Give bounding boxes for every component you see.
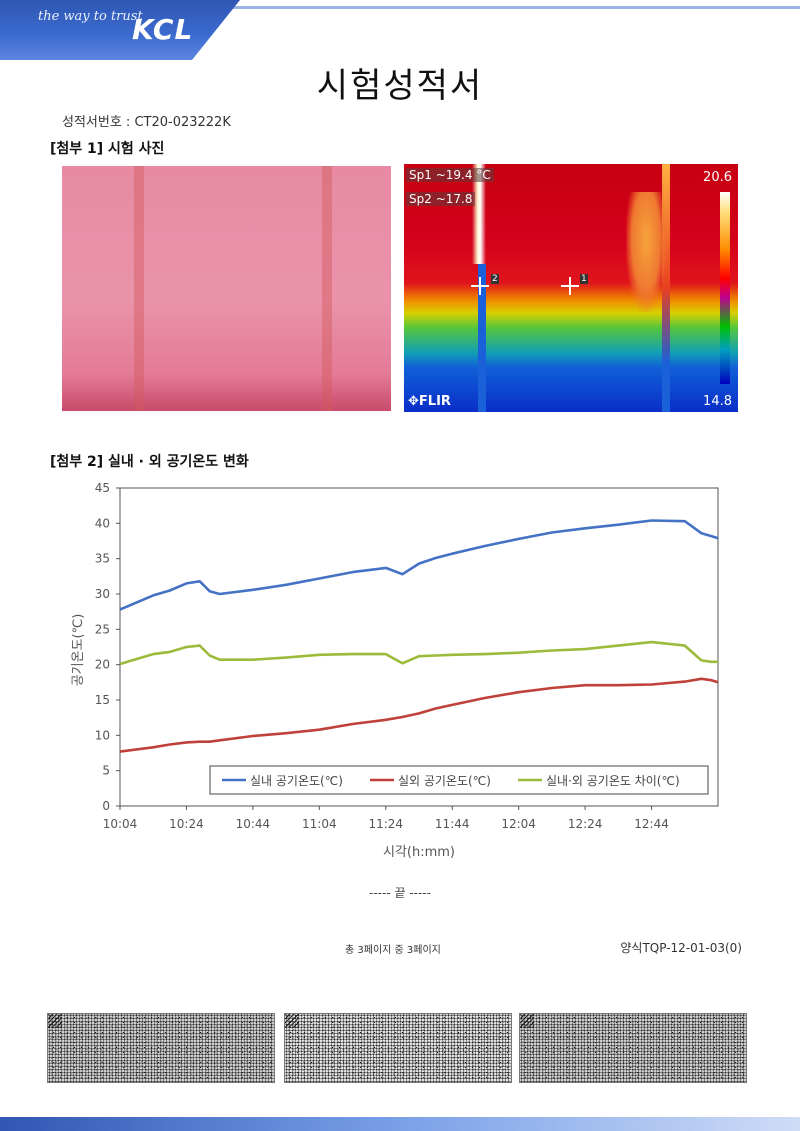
legend-label: 실내 공기온도(℃) xyxy=(250,774,343,788)
kcl-logo: KCL xyxy=(132,13,194,46)
crosshair-marker xyxy=(561,277,579,295)
end-mark: ----- 끝 ----- xyxy=(369,886,431,900)
header-band xyxy=(0,0,240,60)
y-axis: 0 5 10 15 20 25 30 35 40 45 xyxy=(95,481,120,813)
header-rule xyxy=(150,6,800,9)
security-pattern xyxy=(284,1013,512,1083)
unit: °C xyxy=(476,168,491,182)
pattern-corner xyxy=(285,1014,299,1028)
scale-min: 14.8 xyxy=(703,394,732,409)
attachment1-heading: [첨부 1] 시험 사진 xyxy=(50,141,165,157)
y-tick-label: 10 xyxy=(95,728,110,742)
y-tick-label: 25 xyxy=(95,622,110,636)
x-tick-label: 12:04 xyxy=(501,817,536,831)
temperature-scale xyxy=(720,192,730,384)
series-line-3 xyxy=(119,640,718,666)
y-axis-label: 공기온도(℃) xyxy=(71,614,86,687)
slogan: the way to trust xyxy=(38,9,143,24)
marker-2-label: 2 xyxy=(491,274,499,284)
thermal-image: Sp1 ~19.4 °C Sp2 ~17.8 20.6 14.8 ✥FLIR 1… xyxy=(404,164,738,412)
spot2-readout: Sp2 ~17.8 xyxy=(406,192,476,206)
legend-label: 실외 공기온도(℃) xyxy=(398,774,491,788)
form-code: 양식TQP-12-01-03(0) xyxy=(620,941,742,955)
x-tick-label: 11:24 xyxy=(368,817,403,831)
page-info: 총 3페이지 중 3페이지 xyxy=(345,945,441,956)
flir-logo: ✥FLIR xyxy=(408,394,451,409)
x-tick-label: 11:04 xyxy=(302,817,337,831)
marker-1-label: 1 xyxy=(580,274,588,284)
photo-stripe xyxy=(322,166,332,411)
test-photo xyxy=(62,166,391,411)
legend: 실내 공기온도(℃) 실외 공기온도(℃) 실내·외 공기온도 차이(℃) xyxy=(209,765,709,795)
flir-text: FLIR xyxy=(418,394,451,409)
x-tick-label: 10:24 xyxy=(169,817,204,831)
scale-max: 20.6 xyxy=(703,170,732,185)
pattern-corner xyxy=(48,1014,62,1028)
warm-figure xyxy=(626,192,666,312)
spot1-value: ~19.4 xyxy=(435,168,473,182)
legend-label: 실내·외 공기온도 차이(℃) xyxy=(546,774,680,788)
security-pattern xyxy=(519,1013,747,1083)
footer-band xyxy=(0,1117,800,1131)
spot1-label: Sp1 xyxy=(409,168,432,182)
series-line-1 xyxy=(119,519,719,611)
y-tick-label: 15 xyxy=(95,693,110,707)
plot-area xyxy=(119,487,719,807)
x-axis-label: 시각(h:mm) xyxy=(383,845,455,860)
header-banner: the way to trust KCL xyxy=(0,0,800,60)
y-tick-label: 5 xyxy=(102,764,110,778)
heat-streak xyxy=(472,164,486,264)
y-tick-label: 30 xyxy=(95,587,110,601)
cold-streak xyxy=(478,264,486,412)
attachment2-heading: [첨부 2] 실내 · 외 공기온도 변화 xyxy=(50,454,249,470)
security-pattern xyxy=(47,1013,275,1083)
y-tick-label: 45 xyxy=(95,481,110,495)
spot1-readout: Sp1 ~19.4 °C xyxy=(406,168,494,182)
legend-box xyxy=(209,765,709,795)
y-tick-label: 40 xyxy=(95,516,110,530)
series-line-2 xyxy=(119,677,719,753)
legend-items: 실내 공기온도(℃) 실외 공기온도(℃) 실내·외 공기온도 차이(℃) xyxy=(222,774,680,788)
y-tick-label: 0 xyxy=(102,799,110,813)
x-tick-label: 12:24 xyxy=(568,817,603,831)
photo-stripe xyxy=(134,166,144,411)
spot2-value: ~17.8 xyxy=(435,192,473,206)
y-tick-label: 20 xyxy=(95,658,110,672)
x-tick-label: 10:44 xyxy=(236,817,271,831)
x-tick-label: 11:44 xyxy=(435,817,470,831)
document-title: 시험성적서 xyxy=(316,66,484,106)
report-number: 성적서번호 : CT20-023222K xyxy=(62,115,231,130)
heat-streak xyxy=(662,164,670,412)
crosshair-marker xyxy=(471,277,489,295)
x-tick-label: 12:44 xyxy=(634,817,669,831)
y-tick-label: 35 xyxy=(95,552,110,566)
x-axis: 10:04 10:24 10:44 11:04 11:24 11:44 12:04 12:24… xyxy=(103,806,669,831)
x-tick-label: 10:04 xyxy=(103,817,138,831)
pattern-corner xyxy=(520,1014,534,1028)
spot2-label: Sp2 xyxy=(409,192,432,206)
series-lines xyxy=(119,519,719,753)
